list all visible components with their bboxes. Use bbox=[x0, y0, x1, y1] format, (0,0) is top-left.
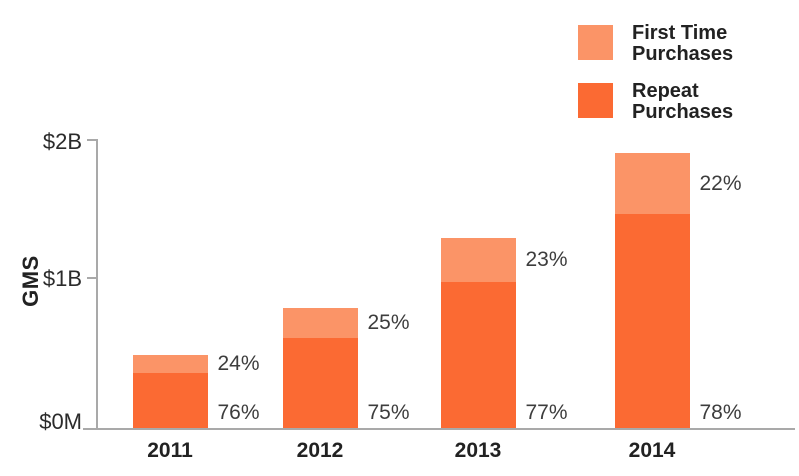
legend-label-line: First Time bbox=[632, 22, 728, 44]
y-tick-label-1b: $1B bbox=[42, 266, 82, 291]
bar-2011-repeat bbox=[132, 373, 208, 428]
x-tick-label-2014: 2014 bbox=[628, 439, 676, 462]
bar-2014-first-time bbox=[614, 153, 690, 214]
bar-2012-first-time bbox=[282, 308, 358, 338]
bar-2013-repeat bbox=[440, 282, 516, 428]
legend-label-line: Purchases bbox=[632, 101, 734, 123]
legend-label-line: Repeat bbox=[632, 80, 699, 102]
pct-label-2013-repeat: 77% bbox=[525, 401, 568, 424]
bar-2013-first-time bbox=[440, 238, 516, 282]
y-tick-1b bbox=[87, 277, 98, 279]
y-tick-label-2b: $2B bbox=[42, 129, 82, 154]
pct-label-2014-first-time: 22% bbox=[699, 172, 742, 195]
x-tick-label-2011: 2011 bbox=[147, 439, 193, 462]
legend-label-line: Purchases bbox=[632, 43, 734, 65]
bar-2012-repeat bbox=[282, 338, 358, 428]
first-time-swatch-icon bbox=[578, 25, 613, 60]
bar-2014-repeat bbox=[614, 214, 690, 428]
y-tick-2b bbox=[87, 139, 98, 141]
pct-label-2012-first-time: 25% bbox=[367, 311, 410, 334]
y-axis-line bbox=[96, 140, 98, 430]
pct-label-2013-first-time: 23% bbox=[525, 248, 568, 271]
y-axis-title: GMS bbox=[18, 255, 43, 307]
legend-label-repeat: Repeat Purchases bbox=[632, 81, 733, 123]
repeat-swatch-icon bbox=[578, 83, 613, 118]
x-tick-label-2012: 2012 bbox=[296, 439, 344, 462]
x-axis-baseline bbox=[83, 428, 795, 430]
x-tick-label-2013: 2013 bbox=[454, 439, 502, 462]
pct-label-2011-repeat: 76% bbox=[217, 401, 260, 424]
bar-2011-first-time bbox=[132, 355, 208, 373]
legend-label-first-time: First Time Purchases bbox=[632, 23, 733, 65]
y-tick-label-0m: $0M bbox=[39, 409, 82, 434]
pct-label-2012-repeat: 75% bbox=[367, 401, 410, 424]
pct-label-2014-repeat: 78% bbox=[699, 401, 742, 424]
pct-label-2011-first-time: 24% bbox=[217, 352, 260, 375]
